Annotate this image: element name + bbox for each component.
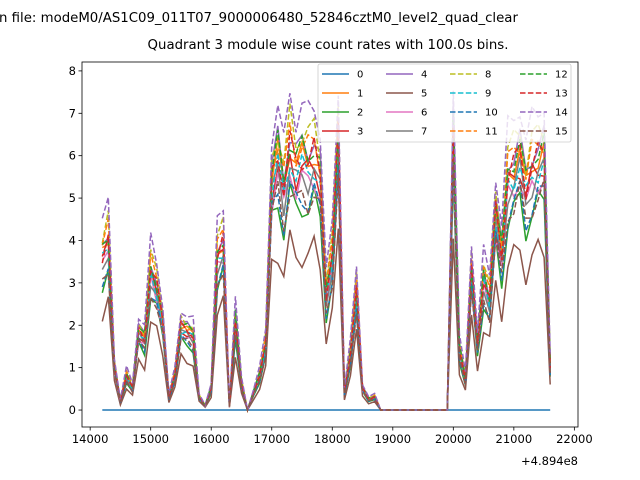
legend-label-8: 8 (485, 70, 491, 81)
legend-label-11: 11 (485, 127, 498, 138)
x-offset-label: +4.894e8 (521, 454, 578, 468)
legend-label-6: 6 (421, 108, 427, 119)
y-tick-label: 7 (69, 106, 76, 120)
x-tick-label: 20000 (435, 432, 472, 446)
series-line-14 (101, 90, 551, 411)
legend-label-1: 1 (357, 89, 363, 100)
series-line-5 (101, 228, 551, 412)
series-line-12 (101, 113, 551, 413)
legend-box (317, 63, 572, 143)
legend-label-3: 3 (357, 127, 363, 138)
x-tick-label: 17000 (253, 432, 290, 446)
y-tick-label: 8 (69, 64, 76, 78)
x-tick-label: 21000 (496, 432, 533, 446)
x-tick-label: 22000 (556, 432, 593, 446)
legend-label-14: 14 (555, 108, 568, 119)
axis-ticks: 14000 15000 16000 17000 18000 19000 20000 21000… (69, 64, 593, 446)
legend-label-0: 0 (357, 70, 363, 81)
x-tick-label: 19000 (374, 432, 411, 446)
plot-frame (81, 61, 579, 428)
y-tick-label: 4 (69, 233, 76, 247)
suptitle: n file: modeM0/AS1C09_011T07_9000006480_… (0, 11, 518, 26)
series-layer (101, 90, 551, 413)
y-tick-label: 5 (69, 191, 76, 205)
y-tick-label: 1 (69, 361, 76, 375)
x-tick-label: 18000 (314, 432, 351, 446)
legend-label-4: 4 (421, 70, 427, 81)
legend-label-7: 7 (421, 127, 427, 138)
legend-label-2: 2 (357, 108, 363, 119)
legend-label-13: 13 (555, 89, 568, 100)
x-tick-label: 14000 (72, 432, 109, 446)
y-tick-label: 0 (69, 403, 76, 417)
chart-title: Quadrant 3 module wise count rates with … (148, 38, 509, 53)
y-tick-label: 3 (69, 276, 76, 290)
series-line-13 (101, 119, 551, 413)
x-tick-label: 15000 (132, 432, 169, 446)
legend-label-15: 15 (555, 127, 568, 138)
x-tick-label: 16000 (193, 432, 230, 446)
y-tick-label: 2 (69, 318, 76, 332)
legend-label-5: 5 (421, 89, 427, 100)
series-line-10 (101, 162, 551, 413)
y-tick-label: 6 (69, 149, 76, 163)
legend-label-9: 9 (485, 89, 491, 100)
legend-label-12: 12 (555, 70, 568, 81)
series-line-15 (101, 160, 551, 413)
legend-label-10: 10 (485, 108, 498, 119)
